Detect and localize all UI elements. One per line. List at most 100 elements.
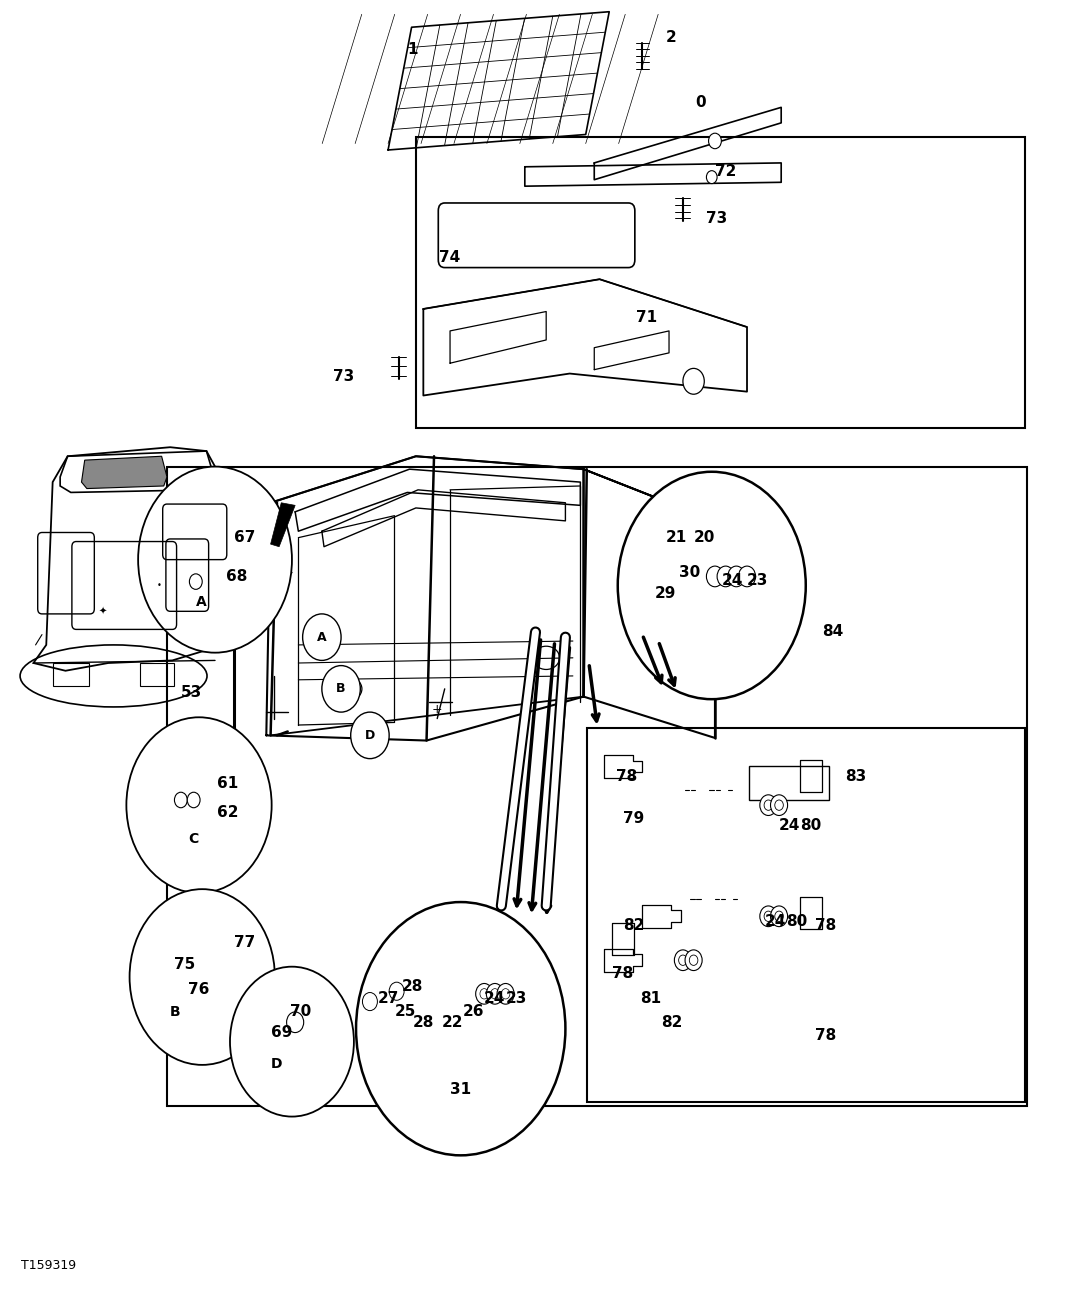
Circle shape	[759, 906, 776, 927]
Circle shape	[679, 954, 688, 965]
Text: 74: 74	[439, 250, 461, 264]
Circle shape	[739, 566, 755, 587]
Text: T159319: T159319	[20, 1259, 76, 1272]
Circle shape	[690, 954, 698, 965]
Circle shape	[138, 466, 292, 653]
Text: 24: 24	[765, 914, 786, 929]
Text: •: •	[157, 581, 162, 591]
Text: 28: 28	[412, 1015, 434, 1030]
Text: 70: 70	[290, 1005, 311, 1019]
Text: 24: 24	[722, 572, 743, 588]
Text: +: +	[432, 703, 442, 716]
Text: 81: 81	[640, 992, 661, 1006]
Text: 24: 24	[484, 992, 506, 1006]
Bar	[167, 466, 1027, 1106]
Circle shape	[486, 983, 503, 1004]
Text: 30: 30	[679, 565, 699, 580]
Text: 23: 23	[506, 992, 527, 1006]
Bar	[416, 137, 1025, 427]
Polygon shape	[271, 502, 296, 546]
Text: 20: 20	[694, 530, 715, 545]
Text: ✦: ✦	[99, 606, 107, 616]
Bar	[444, 1063, 466, 1084]
Circle shape	[718, 566, 735, 587]
Text: 24: 24	[779, 818, 800, 833]
Text: A: A	[196, 596, 207, 609]
Circle shape	[322, 666, 360, 712]
Text: 31: 31	[450, 1081, 471, 1097]
Text: 71: 71	[636, 311, 657, 325]
Circle shape	[764, 800, 772, 811]
Text: 80: 80	[800, 818, 821, 833]
Bar	[749, 767, 829, 800]
Circle shape	[230, 966, 353, 1116]
Circle shape	[187, 793, 200, 808]
Circle shape	[683, 368, 705, 394]
Text: 78: 78	[815, 918, 836, 932]
Circle shape	[764, 912, 772, 922]
Text: 79: 79	[623, 811, 645, 826]
Text: 2: 2	[666, 30, 677, 45]
Circle shape	[709, 133, 722, 149]
Text: 76: 76	[188, 983, 210, 997]
Bar	[587, 728, 1025, 1102]
Text: 62: 62	[217, 805, 239, 821]
Text: 80: 80	[786, 914, 808, 929]
Text: 23: 23	[746, 572, 768, 588]
Circle shape	[190, 574, 202, 589]
Text: A: A	[317, 631, 327, 644]
Circle shape	[476, 983, 493, 1004]
Text: 21: 21	[666, 530, 688, 545]
Text: 53: 53	[181, 685, 202, 701]
Circle shape	[770, 906, 787, 927]
Text: 78: 78	[613, 966, 634, 980]
Text: 82: 82	[623, 918, 645, 932]
Circle shape	[759, 795, 776, 816]
Text: D: D	[365, 729, 375, 742]
Text: 69: 69	[271, 1026, 292, 1040]
Bar	[140, 663, 175, 686]
Circle shape	[728, 566, 744, 587]
Text: 68: 68	[226, 569, 247, 584]
Text: 78: 78	[616, 769, 637, 785]
Text: D: D	[271, 1057, 282, 1071]
Circle shape	[356, 903, 565, 1155]
Circle shape	[303, 614, 341, 660]
Text: 67: 67	[235, 530, 256, 545]
Circle shape	[287, 1011, 304, 1032]
Text: 61: 61	[217, 776, 239, 791]
Circle shape	[707, 566, 724, 587]
Text: 83: 83	[845, 769, 866, 785]
Text: 84: 84	[821, 624, 843, 640]
Circle shape	[685, 949, 703, 970]
Circle shape	[350, 712, 389, 759]
Text: 28: 28	[402, 979, 423, 993]
Circle shape	[130, 890, 275, 1064]
Circle shape	[497, 983, 514, 1004]
Circle shape	[126, 717, 272, 894]
Text: 26: 26	[463, 1005, 484, 1019]
Circle shape	[618, 471, 805, 699]
Text: 29: 29	[655, 585, 677, 601]
Circle shape	[175, 793, 187, 808]
Text: 22: 22	[441, 1015, 463, 1030]
Text: 0: 0	[696, 95, 707, 110]
Circle shape	[362, 992, 377, 1010]
Bar	[52, 663, 89, 686]
Circle shape	[770, 795, 787, 816]
Circle shape	[774, 800, 783, 811]
Circle shape	[707, 171, 718, 184]
Text: 27: 27	[377, 992, 398, 1006]
Text: 78: 78	[815, 1028, 836, 1042]
Text: 73: 73	[707, 211, 727, 227]
Text: B: B	[336, 682, 346, 695]
Circle shape	[774, 912, 783, 922]
Circle shape	[491, 988, 499, 998]
Text: 75: 75	[175, 957, 196, 971]
Text: 25: 25	[394, 1005, 416, 1019]
Text: 82: 82	[662, 1015, 683, 1030]
Circle shape	[389, 982, 404, 1000]
Circle shape	[675, 949, 692, 970]
Circle shape	[501, 988, 510, 998]
Text: 77: 77	[235, 935, 256, 949]
